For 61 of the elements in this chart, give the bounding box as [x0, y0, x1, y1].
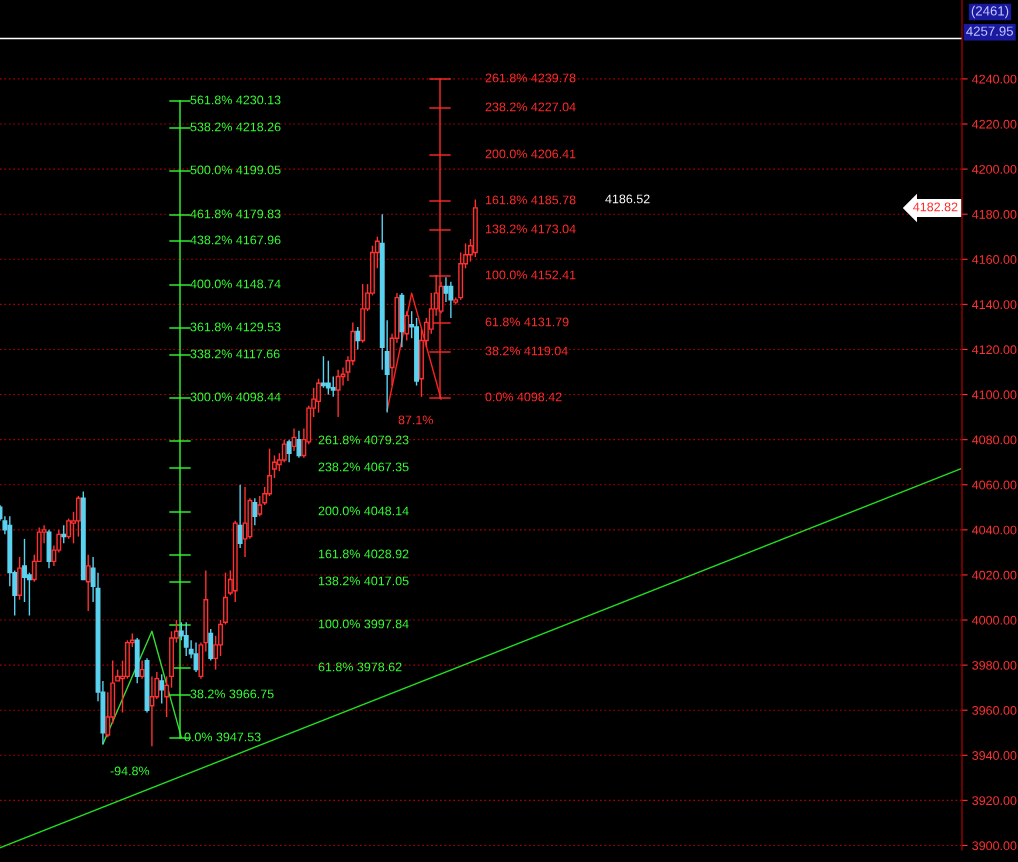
- candlestick: [252, 497, 258, 527]
- annotation: 4182.82: [913, 202, 958, 212]
- annotation: -94.8%: [110, 766, 150, 776]
- y-tick-label: 4040.00: [972, 525, 1017, 535]
- y-tick-label: 4160.00: [972, 255, 1017, 264]
- annotation: 338.2% 4117.66: [190, 349, 280, 359]
- y-tick-label: 4100.00: [972, 390, 1017, 400]
- annotation: 100.0% 4152.41: [485, 270, 576, 280]
- y-tick-label: 3900.00: [972, 841, 1017, 851]
- candlestick: [448, 281, 454, 319]
- annotation: 38.2% 3966.75: [190, 689, 274, 699]
- y-tick-label: 4180.00: [972, 209, 1017, 219]
- candlestick: [149, 675, 155, 747]
- y-tick-label: 4140.00: [972, 300, 1017, 310]
- annotation: 238.2% 4067.35: [318, 462, 409, 472]
- y-tick-label: 4060.00: [972, 480, 1017, 490]
- text: (2461): [971, 5, 1009, 19]
- y-tick-label: 3920.00: [972, 796, 1017, 806]
- annotation: 400.0% 4148.74: [190, 279, 281, 289]
- candlestick: [399, 292, 405, 348]
- candlestick: [203, 569, 209, 653]
- annotation: 200.0% 4206.41: [485, 149, 576, 159]
- annotation: 138.2% 4017.05: [318, 576, 409, 586]
- y-tick-label: 4080.00: [972, 435, 1017, 445]
- candlestick: [90, 556, 96, 603]
- annotation: 200.0% 4048.14: [318, 506, 409, 516]
- ref-line-label: 4257.95: [966, 26, 1013, 36]
- y-tick-label: 4020.00: [972, 570, 1017, 580]
- annotation: 500.0% 4199.05: [190, 165, 281, 175]
- annotation: 538.2% 4218.26: [190, 122, 281, 132]
- y-tick-label: 4120.00: [972, 345, 1017, 355]
- annotation: 38.2% 4119.04: [485, 346, 568, 356]
- annotation: 100.0% 3997.84: [318, 619, 409, 629]
- annotation: 61.8% 3978.62: [318, 662, 402, 672]
- annotation: 438.2% 4167.96: [190, 235, 281, 245]
- candlestick: [296, 429, 302, 459]
- y-tick-label: 3980.00: [972, 660, 1017, 670]
- annotation: 0.0% 3947.53: [184, 732, 261, 742]
- annotation: 361.8% 4129.53: [190, 322, 281, 332]
- annotation: 261.8% 4079.23: [318, 435, 409, 445]
- y-tick-label: 4200.00: [972, 164, 1017, 174]
- annotation: 0.0% 4098.42: [485, 392, 562, 402]
- candlestick: [139, 659, 145, 680]
- y-tick-label: 4220.00: [972, 119, 1017, 129]
- annotation: 87.1%: [398, 415, 433, 425]
- annotation: 61.8% 4131.79: [485, 317, 569, 327]
- annotation: 300.0% 4098.44: [190, 392, 281, 402]
- y-tick-label: 4000.00: [972, 615, 1017, 625]
- y-tick-label: 3960.00: [972, 706, 1017, 715]
- annotation: 461.8% 4179.83: [190, 209, 281, 219]
- annotation: 161.8% 4028.92: [318, 549, 409, 559]
- annotation: 138.2% 4173.04: [485, 224, 576, 234]
- annotation: 561.8% 4230.13: [190, 95, 281, 105]
- candlestick: [379, 213, 385, 371]
- candlestick: [237, 484, 243, 549]
- annotation: 261.8% 4239.78: [485, 73, 576, 83]
- y-tick-label: 3940.00: [972, 751, 1017, 760]
- annotation: 238.2% 4227.04: [485, 102, 576, 112]
- annotation: 161.8% 4185.78: [485, 195, 576, 205]
- annotation: 4186.52: [605, 194, 650, 204]
- y-tick-label: 4240.00: [972, 74, 1017, 84]
